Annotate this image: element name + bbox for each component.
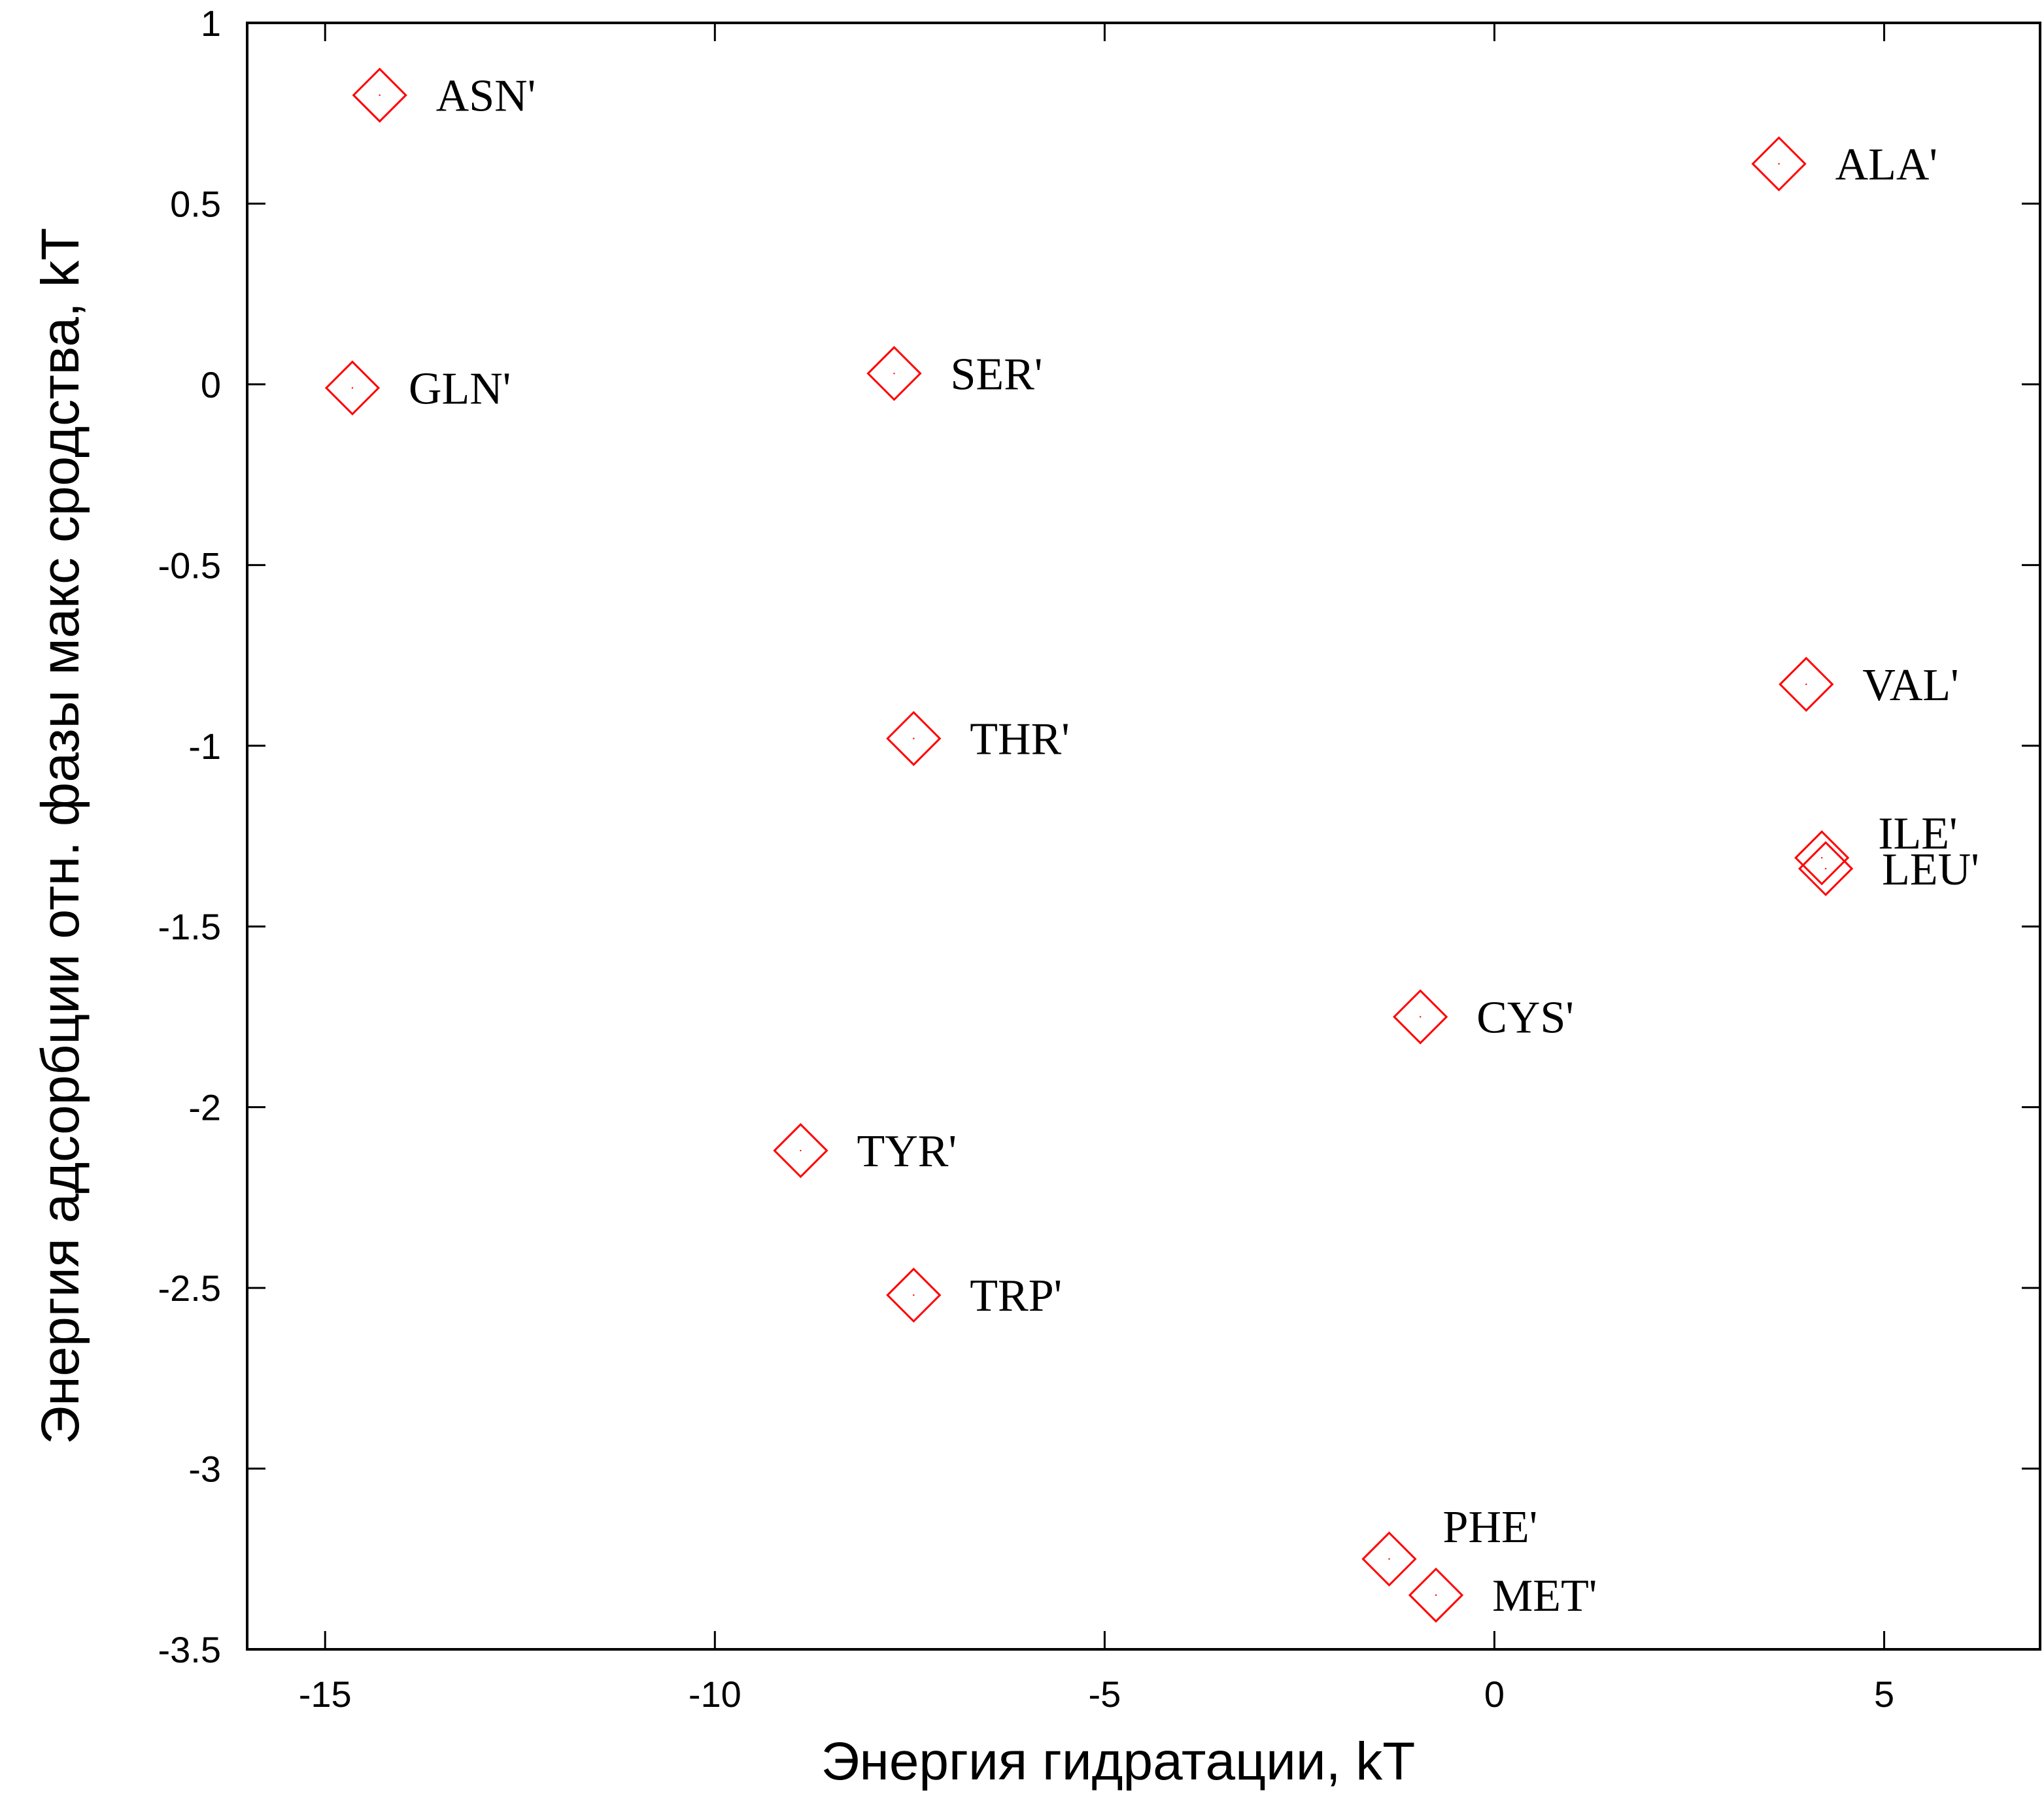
data-point-center [1778,163,1780,165]
data-point-center [1820,856,1823,859]
data-point [352,67,407,123]
x-tick-label: 0 [1484,1674,1505,1715]
point-label: ILE' [1878,809,1957,859]
point-label: LEU' [1882,845,1979,895]
y-tick-label: -0.5 [158,545,222,586]
point-label: THR' [970,715,1070,765]
data-point [773,1122,828,1179]
x-axis-title: Энергия гидратации, kT [821,1732,1416,1791]
data-point-center [893,373,895,375]
point-label: PHE' [1443,1502,1538,1553]
data-point [886,711,942,766]
data-point-center [1388,1558,1390,1560]
x-tick-label: -15 [299,1674,352,1715]
y-tick-label: 1 [201,3,221,44]
y-axis-title: Энергия адсорбции отн. фазы макс сродств… [31,227,90,1444]
data-point [1779,656,1834,712]
point-label: ALA' [1835,140,1937,190]
data-point [886,1268,942,1323]
point-label: VAL' [1862,660,1958,711]
y-tick-label: -1 [188,726,221,767]
data-point-center [1420,1016,1422,1018]
axis-ticks [247,22,2040,1651]
point-label: MET' [1492,1571,1597,1621]
data-point [1393,989,1448,1045]
data-point-center [379,94,381,96]
data-point-center [1805,683,1807,685]
x-tick-label: -10 [689,1674,741,1715]
data-point [866,346,922,401]
data-point [324,360,381,416]
data-point-center [913,1294,915,1296]
x-tick-label: -5 [1088,1674,1121,1715]
point-label: TRP' [970,1271,1062,1321]
y-tick-label: -2.5 [158,1268,222,1309]
data-point [1408,1567,1464,1623]
data-point-center [913,737,915,739]
y-tick-label: -1.5 [158,906,222,947]
point-label: GLN' [409,363,511,414]
data-point [1798,841,1854,896]
y-tick-label: -3 [188,1449,221,1490]
data-point-center [1824,867,1827,869]
y-tick-label: -2 [188,1087,221,1128]
point-label: CYS' [1476,992,1574,1043]
plot-frame [246,22,2041,1651]
point-label: ASN' [436,71,536,122]
data-point [1794,830,1850,886]
x-tick-labels: -15 -10 -5 0 5 [299,1674,1894,1715]
point-label: SER' [951,349,1043,399]
point-label: TYR' [857,1126,957,1177]
data-point-center [351,387,354,389]
data-point-center [1435,1594,1437,1596]
data-point-center [800,1149,802,1152]
y-tick-label: 0.5 [170,183,221,224]
y-tick-labels: 1 0.5 0 -0.5 -1 -1.5 -2 -2.5 -3 -3.5 [158,3,222,1670]
x-tick-label: 5 [1874,1674,1894,1715]
y-tick-label: -3.5 [158,1629,222,1670]
data-point [1361,1531,1417,1587]
y-tick-label: 0 [201,364,221,405]
data-point [1751,136,1807,192]
data-points: ASN' ALA' GLN' SER' VAL' THR' ILE'LEU' CYS' TYR'… [324,67,1979,1623]
